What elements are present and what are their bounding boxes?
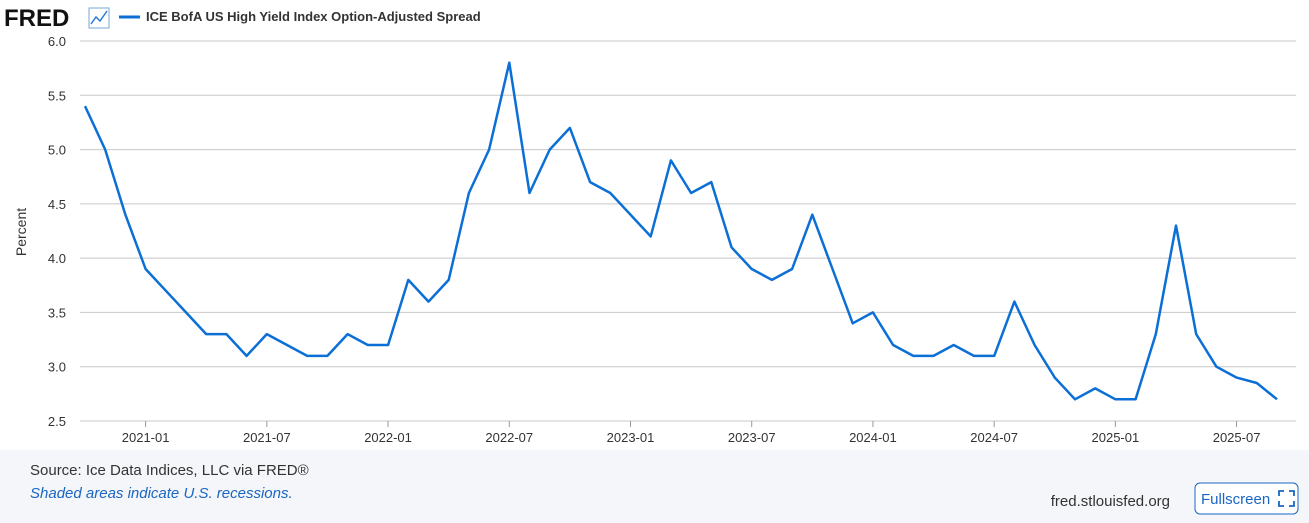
x-tick-label: 2021-07 <box>243 430 291 445</box>
y-tick-label: 2.5 <box>48 414 66 429</box>
x-tick-label: 2021-01 <box>122 430 170 445</box>
x-tick-label: 2025-01 <box>1092 430 1140 445</box>
logo: FRED <box>4 5 69 32</box>
plot-area <box>80 41 1296 421</box>
x-tick-label: 2023-07 <box>728 430 776 445</box>
fullscreen-icon[interactable] <box>1278 490 1295 507</box>
y-tick-label: 4.5 <box>48 197 66 212</box>
fullscreen-label[interactable]: Fullscreen <box>1201 491 1270 508</box>
recession-note: Shaded areas indicate U.S. recessions. <box>30 485 293 502</box>
y-tick-label: 4.0 <box>48 251 66 266</box>
logo-icon-line <box>90 10 108 25</box>
fullscreen-button[interactable] <box>1194 482 1299 515</box>
x-tick-label: 2022-07 <box>485 430 533 445</box>
x-tick-label: 2025-07 <box>1213 430 1261 445</box>
y-tick-label: 3.0 <box>48 360 66 375</box>
y-tick-label: 6.0 <box>48 34 66 49</box>
x-tick-label: 2023-01 <box>607 430 655 445</box>
footer-background <box>0 450 1309 523</box>
site-link[interactable]: fred.stlouisfed.org <box>1051 493 1170 510</box>
logo-icon <box>88 7 110 29</box>
y-tick-label: 5.0 <box>48 143 66 158</box>
x-tick-label: 2022-01 <box>364 430 412 445</box>
y-tick-label: 5.5 <box>48 88 66 103</box>
legend-label: ICE BofA US High Yield Index Option-Adju… <box>146 9 481 24</box>
x-tick-label: 2024-01 <box>849 430 897 445</box>
x-tick-label: 2024-07 <box>970 430 1018 445</box>
y-tick-label: 3.5 <box>48 305 66 320</box>
y-axis-label: Percent <box>13 208 29 256</box>
source: Source: Ice Data Indices, LLC via FRED® <box>30 462 309 479</box>
series-line <box>83 61 1278 401</box>
